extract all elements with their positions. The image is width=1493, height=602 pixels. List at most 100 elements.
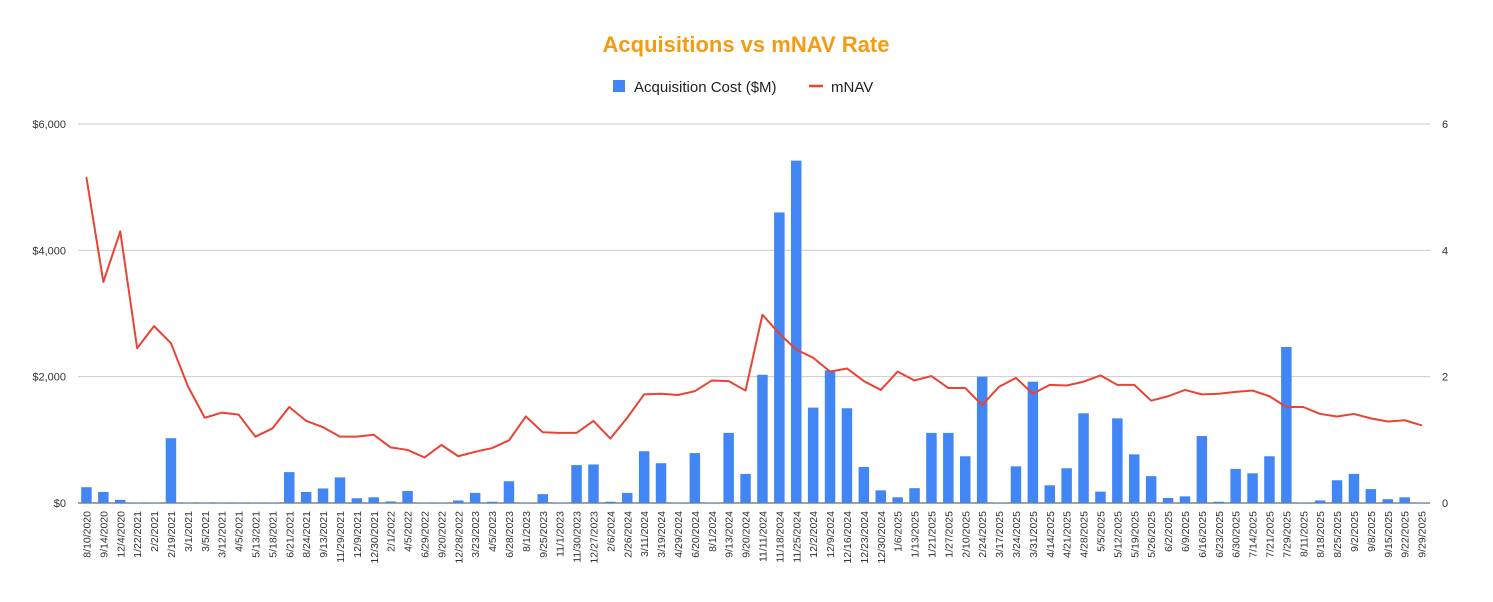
x-axis-tick-label: 8/24/2021 bbox=[301, 511, 313, 558]
x-axis-tick-label: 6/20/2024 bbox=[690, 511, 702, 558]
bar bbox=[1129, 454, 1140, 503]
bar bbox=[81, 487, 92, 503]
mnav-point bbox=[846, 367, 848, 370]
bar bbox=[1281, 346, 1292, 503]
bar bbox=[182, 502, 194, 503]
bar bbox=[622, 492, 633, 503]
bar bbox=[774, 212, 785, 503]
x-axis-tick-label: 9/15/2025 bbox=[1383, 511, 1395, 558]
mnav-point bbox=[761, 313, 764, 316]
bar bbox=[1027, 381, 1039, 503]
left-axis-tick-label: $0 bbox=[54, 498, 66, 510]
legend: Acquisition Cost ($M) mNAV bbox=[613, 79, 873, 96]
x-axis-tick-label: 3/11/2024 bbox=[639, 511, 651, 557]
mnav-point bbox=[863, 380, 865, 382]
bar bbox=[1331, 480, 1343, 503]
mnav-point bbox=[1319, 413, 1321, 415]
mnav-point bbox=[237, 413, 240, 416]
x-axis-tick-label: 3/23/2023 bbox=[470, 511, 482, 558]
mnav-point bbox=[829, 370, 831, 373]
line-series bbox=[85, 176, 1423, 459]
x-axis-tick-label: 9/29/2025 bbox=[1417, 511, 1429, 558]
mnav-point bbox=[998, 385, 1000, 388]
mnav-point bbox=[440, 444, 443, 446]
x-axis-tick-label: 8/10/2020 bbox=[81, 511, 93, 558]
bar bbox=[385, 501, 396, 503]
bar bbox=[419, 502, 430, 503]
x-axis-tick-label: 12/4/2020 bbox=[115, 511, 127, 558]
x-axis-tick-label: 6/30/2025 bbox=[1231, 511, 1243, 558]
bar bbox=[267, 502, 278, 503]
bar bbox=[520, 502, 532, 503]
bar bbox=[841, 408, 853, 503]
x-axis-tick-label: 6/29/2022 bbox=[419, 511, 431, 558]
x-axis-tick-label: 12/28/2022 bbox=[453, 511, 465, 564]
bar bbox=[554, 502, 565, 503]
mnav-point bbox=[660, 392, 662, 395]
x-axis-tick-label: 3/19/2024 bbox=[656, 511, 668, 558]
bar bbox=[1112, 418, 1123, 503]
mnav-point bbox=[981, 404, 983, 406]
x-axis-tick-label: 4/5/2023 bbox=[487, 511, 499, 552]
mnav-point bbox=[1386, 420, 1389, 423]
bar bbox=[689, 453, 701, 503]
bar bbox=[1298, 502, 1309, 503]
mnav-point bbox=[1302, 406, 1305, 408]
x-axis-tick-label: 1/22/2021 bbox=[132, 511, 144, 558]
x-axis-tick-label: 12/27/2023 bbox=[588, 511, 600, 564]
mnav-point bbox=[356, 435, 358, 438]
legend-swatch-acquisition-cost bbox=[613, 80, 625, 92]
bar bbox=[199, 502, 210, 503]
x-axis-tick-label: 11/11/2024 bbox=[757, 511, 769, 562]
x-axis-tick-label: 11/18/2024 bbox=[774, 511, 786, 563]
mnav-point bbox=[1065, 384, 1068, 387]
mnav-point bbox=[203, 416, 206, 419]
mnav-point bbox=[508, 439, 510, 442]
chart-title: Acquisitions vs mNAV Rate bbox=[603, 32, 890, 57]
bar bbox=[672, 502, 684, 503]
x-axis-tick-label: 9/20/2024 bbox=[741, 511, 753, 558]
bar bbox=[1179, 496, 1191, 503]
bar bbox=[706, 502, 717, 503]
x-axis-tick-label: 12/30/2021 bbox=[369, 511, 381, 564]
bar bbox=[740, 473, 751, 503]
bar bbox=[807, 407, 819, 503]
mnav-point bbox=[1268, 395, 1271, 398]
x-axis-tick-label: 8/1/2023 bbox=[521, 511, 533, 552]
mnav-point bbox=[491, 447, 493, 449]
mnav-point bbox=[947, 387, 950, 389]
x-axis-tick-label: 6/16/2025 bbox=[1197, 511, 1209, 558]
mnav-point bbox=[744, 389, 747, 392]
bar bbox=[1399, 497, 1410, 503]
x-axis-tick-label: 2/24/2025 bbox=[977, 511, 989, 558]
x-axis-tick-label: 6/9/2025 bbox=[1180, 511, 1192, 552]
bar bbox=[824, 370, 836, 503]
mnav-point bbox=[288, 406, 291, 408]
bar bbox=[1230, 468, 1241, 503]
bar bbox=[233, 502, 244, 503]
right-axis: 0 2 4 6 bbox=[1442, 119, 1448, 510]
mnav-point bbox=[592, 420, 595, 422]
bar bbox=[1061, 468, 1072, 503]
bar bbox=[993, 502, 1005, 503]
x-axis-tick-label: 3/17/2025 bbox=[994, 511, 1006, 558]
mnav-point bbox=[1099, 374, 1102, 377]
mnav-point bbox=[1234, 391, 1237, 393]
x-axis-tick-label: 6/23/2025 bbox=[1214, 511, 1226, 558]
mnav-point bbox=[389, 446, 392, 449]
bar bbox=[1382, 499, 1393, 503]
bar bbox=[131, 502, 143, 503]
mnav-point bbox=[220, 411, 223, 414]
x-axis-tick-label: 5/26/2025 bbox=[1146, 511, 1158, 558]
x-axis-tick-label: 1/21/2025 bbox=[926, 511, 938, 558]
mnav-point bbox=[525, 415, 527, 418]
x-axis-tick-label: 1/27/2025 bbox=[943, 511, 955, 558]
x-axis-tick-label: 9/2/2025 bbox=[1349, 511, 1361, 552]
mnav-point bbox=[1403, 419, 1406, 422]
mnav-point bbox=[1116, 384, 1119, 386]
left-axis-tick-label: $2,000 bbox=[32, 372, 66, 384]
mnav-point bbox=[254, 435, 257, 438]
bar bbox=[1095, 491, 1106, 503]
bar bbox=[757, 374, 768, 503]
bar bbox=[875, 490, 886, 503]
